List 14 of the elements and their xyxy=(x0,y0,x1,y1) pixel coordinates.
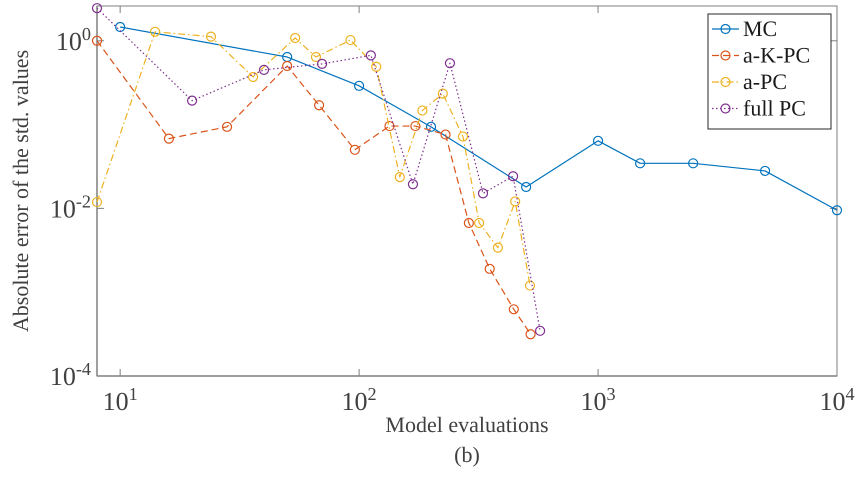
y-tick-label: 10$^{-4}$ xyxy=(50,359,91,391)
y-tick-label: 10$^{-2}$ xyxy=(50,191,91,224)
x-tick-label: 10$^{1}$ xyxy=(102,384,138,416)
y-tick-label: 10$^{0}$ xyxy=(56,24,91,56)
legend-label: a-PC xyxy=(743,69,787,94)
x-tick-label: 10$^{3}$ xyxy=(580,384,616,416)
x-tick-label: 10$^{2}$ xyxy=(342,384,377,416)
x-tick-label: 10$^{4}$ xyxy=(819,384,855,416)
legend-label: full PC xyxy=(743,96,806,120)
legend-label: MC xyxy=(743,16,778,41)
x-axis-title: Model evaluations xyxy=(385,412,549,437)
legend-label: a-K-PC xyxy=(743,42,810,68)
y-axis-title: Absolute error of the std. values xyxy=(8,50,33,332)
text: (b) xyxy=(454,442,480,467)
